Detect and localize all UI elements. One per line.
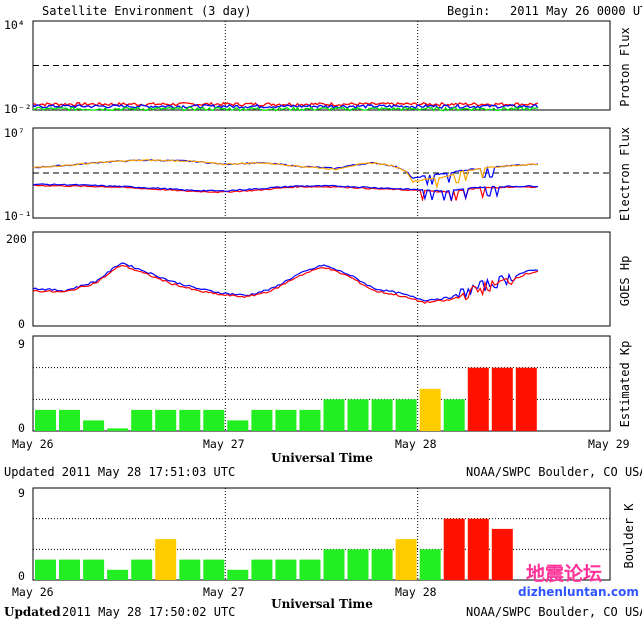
bk-bar-9 [227,569,249,580]
kp-ytick-top: 9 [18,337,25,351]
footer1-updated: Updated 2011 May 28 17:51:03 UTC [4,465,235,479]
bk-bar-6 [155,539,177,580]
bk-xtick-may26: May 26 [12,585,54,599]
kp-frame [32,335,611,432]
kp-bar-12 [299,409,321,431]
electron-flux-panel [32,127,611,219]
bk-bar-2 [59,559,80,580]
kp-bar-16 [395,399,417,431]
boulder-k-panel [32,487,611,581]
kp-bar-8 [203,409,225,431]
goes-hp-ylabel: GOES Hp [618,256,632,307]
electron-series-1-line [32,159,538,190]
footer2-updated-label: Updated [4,605,61,619]
proton-flux-panel [32,20,611,112]
bk-bar-15 [371,549,393,580]
kp-bar-1 [35,409,56,431]
proton-series-green-line [32,106,539,112]
bk-frame [32,487,611,581]
electron-series-3-line [32,183,538,201]
bk-bar-11 [275,559,297,580]
electron-ytick-top: 10⁷ [4,126,25,140]
kp-bar-21 [515,367,537,431]
kp-bar-2 [59,409,80,431]
bk-bar-19 [467,518,489,580]
kp-bar-18 [443,399,465,431]
estimated-kp-panel [32,335,611,432]
electron-ytick-bottom: 10⁻¹ [4,209,32,223]
kp-bar-10 [251,409,273,431]
bk-xlabel: Universal Time [271,597,373,611]
electron-flux-ylabel: Electron Flux [618,127,632,221]
kp-bar-15 [371,399,393,431]
goes-hp-series-blue-line [32,262,538,302]
kp-bar-13 [323,399,345,431]
begin-value: 2011 May 26 0000 UTC [510,4,642,18]
bk-bar-20 [491,528,513,580]
kp-bar-5 [131,409,153,431]
bk-bar-3 [83,559,105,580]
kp-ytick-bottom: 0 [18,421,25,435]
kp-xtick-may26: May 26 [12,437,54,451]
footer2-source: NOAA/SWPC Boulder, CO USA [466,605,642,619]
bk-bar-8 [203,559,225,580]
chart-title: Satellite Environment (3 day) [42,4,252,18]
proton-ytick-bottom: 10⁻² [4,102,32,116]
bk-bar-17 [419,549,441,580]
bk-bar-5 [131,559,153,580]
bk-bar-10 [251,559,273,580]
kp-xtick-may29: May 29 [588,437,630,451]
proton-flux-ylabel: Proton Flux [618,27,632,106]
footer2-updated-value: 2011 May 28 17:50:02 UTC [62,605,235,619]
bk-xtick-may28: May 28 [395,585,437,599]
kp-xtick-may28: May 28 [395,437,437,451]
boulder-k-ytick-bottom: 0 [18,569,25,583]
goes-hp-series-red-line [32,264,539,305]
footer1-source: NOAA/SWPC Boulder, CO USA [466,465,642,479]
goes-hp-ytick-bottom: 0 [18,317,25,331]
kp-bar-17 [419,388,441,431]
kp-bar-14 [347,399,369,431]
kp-bar-11 [275,409,297,431]
kp-xtick-may27: May 27 [203,437,245,451]
bk-bar-18 [443,518,465,580]
kp-bar-3 [83,420,105,431]
proton-ytick-top: 10⁴ [4,18,25,32]
bk-bar-12 [299,559,321,580]
kp-bar-9 [227,420,249,431]
bk-bar-1 [35,559,56,580]
watermark-url: dizhenluntan.com [518,585,639,599]
bk-bar-14 [347,549,369,580]
estimated-kp-ylabel: Estimated Kp [618,341,632,428]
kp-bar-4 [107,428,129,431]
bk-bar-13 [323,549,345,580]
goes-hp-frame [32,231,611,327]
bk-bar-4 [107,569,129,580]
kp-bar-6 [155,409,177,431]
kp-bar-20 [491,367,513,431]
bk-bar-16 [395,539,417,580]
goes-hp-ytick-top: 200 [6,232,27,246]
kp-bar-7 [179,409,201,431]
goes-hp-panel [32,231,611,327]
kp-bar-19 [467,367,489,431]
begin-label: Begin: [447,4,490,18]
kp-xlabel: Universal Time [271,451,373,465]
bk-bar-7 [179,559,201,580]
bk-xtick-may27: May 27 [203,585,245,599]
boulder-k-ylabel: Boulder K [622,503,636,569]
watermark-chinese: 地震论坛 [526,562,602,585]
boulder-k-ytick-top: 9 [18,486,25,500]
